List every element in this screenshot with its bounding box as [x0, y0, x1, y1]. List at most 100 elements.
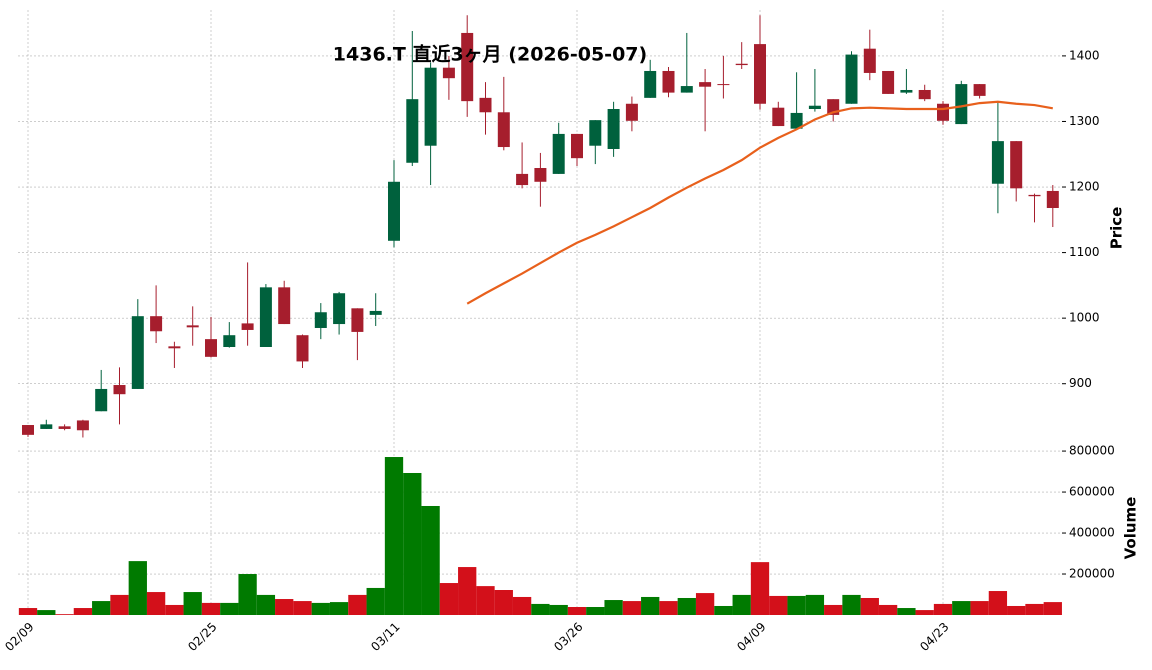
volume-bar: [750, 562, 770, 615]
candle-body: [863, 48, 876, 73]
volume-bar: [183, 592, 202, 615]
y-tick-label: 900: [1069, 376, 1092, 390]
candle-body: [662, 70, 675, 93]
y-axis-label: Price: [1108, 207, 1126, 250]
volume-bar: [1025, 603, 1044, 615]
candle-body: [589, 120, 602, 146]
y-tick-label: 1400: [1069, 48, 1100, 62]
volume-bar: [37, 610, 56, 615]
volume-bar: [238, 574, 257, 615]
volume-bar: [915, 610, 934, 615]
volume-bar: [92, 601, 111, 615]
volume-bar: [512, 596, 532, 615]
volume-bar: [421, 505, 440, 615]
candle-body: [937, 103, 949, 121]
volume-bar: [293, 601, 312, 615]
candle-body: [607, 109, 620, 149]
y-tick-label: 1000: [1069, 311, 1100, 325]
candle-body: [278, 287, 291, 325]
candle-body: [991, 141, 1004, 184]
candle-body: [442, 67, 455, 79]
y-tick-label: 1100: [1069, 245, 1100, 259]
volume-bar: [769, 595, 788, 615]
candle-body: [973, 84, 986, 96]
volume-bar: [878, 604, 898, 615]
candle-body: [351, 308, 364, 332]
volume-bar: [970, 601, 989, 615]
candle-body: [296, 335, 309, 362]
volume-bar: [659, 601, 678, 615]
candle-body: [534, 168, 547, 182]
volume-bar: [311, 602, 330, 615]
candle-body: [680, 86, 693, 93]
volume-bar: [824, 604, 843, 615]
candle-body: [644, 70, 657, 98]
volume-bar: [549, 604, 568, 615]
candle-body: [772, 107, 785, 127]
volume-bar: [366, 587, 385, 615]
volume-bar: [494, 590, 513, 615]
candle-body: [571, 133, 583, 159]
volume-bar: [18, 608, 38, 615]
volume-bar: [787, 595, 806, 615]
volume-bar: [403, 472, 422, 615]
candle-body: [40, 424, 53, 429]
candle-body: [186, 325, 199, 328]
candle-body: [205, 339, 217, 357]
x-tick-label: 04/09: [734, 620, 768, 654]
x-tick-label: 02/09: [2, 620, 36, 654]
volume-bar: [695, 593, 715, 615]
y-tick-label: 400000: [1069, 526, 1115, 540]
y-tick-label: 200000: [1069, 567, 1115, 581]
candle-body: [424, 67, 437, 146]
candle-body: [735, 63, 748, 66]
volume-bar: [55, 614, 74, 615]
volume-bar: [1043, 602, 1062, 615]
candle-body: [241, 323, 254, 330]
candle-body: [955, 84, 968, 125]
candle-body: [76, 420, 89, 431]
volume-bar: [805, 594, 825, 615]
x-tick-label: 04/23: [917, 620, 951, 654]
candle-body: [259, 287, 272, 347]
candle-body: [113, 385, 126, 395]
volume-bar: [165, 604, 184, 615]
candle-body: [900, 89, 913, 93]
candle-body: [754, 44, 766, 104]
volume-bar: [256, 594, 276, 615]
candle-body: [22, 425, 34, 435]
volume-bar: [622, 601, 642, 615]
volume-bar: [860, 597, 879, 615]
candle-body: [314, 312, 327, 328]
volume-bar: [73, 608, 93, 615]
candle-body: [516, 173, 529, 186]
volume-bar: [146, 592, 166, 615]
candle-body: [717, 84, 730, 86]
volume-bar: [952, 601, 971, 615]
candle-body: [918, 89, 931, 100]
volume-bar: [476, 586, 495, 615]
candle-body: [168, 346, 181, 349]
volume-bar: [714, 605, 733, 615]
candle-body: [369, 310, 382, 315]
volume-bar: [275, 599, 294, 615]
y-tick-label: 800000: [1069, 444, 1115, 458]
y-tick-label: 600000: [1069, 485, 1115, 499]
candle-body: [1010, 141, 1023, 189]
volume-bar: [531, 603, 550, 615]
candle-body: [58, 426, 71, 429]
x-tick-label: 02/25: [185, 620, 219, 654]
candle-body: [1046, 190, 1059, 209]
volume-bar: [1007, 605, 1026, 615]
candle-body: [223, 335, 236, 347]
volume-bar: [586, 607, 605, 615]
candle-body: [790, 112, 803, 129]
volume-bar: [348, 594, 367, 615]
y-tick-label: 1300: [1069, 114, 1100, 128]
candle-body: [845, 54, 858, 104]
volume-bar: [732, 594, 751, 615]
candle-body: [699, 82, 712, 87]
volume-bar: [988, 591, 1008, 615]
candle-body: [333, 293, 346, 325]
